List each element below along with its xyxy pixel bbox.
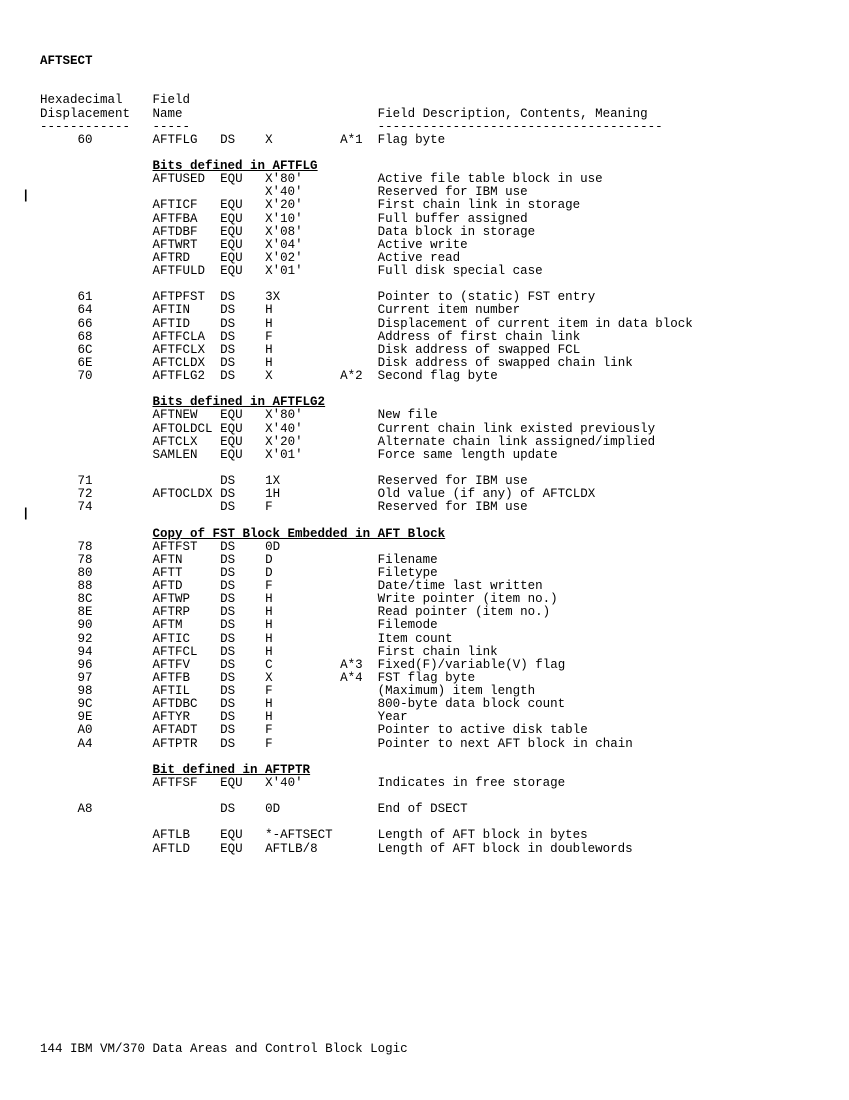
section-bits-aftflg2: Bits defined in AFTFLG2 [153, 395, 326, 409]
table-row: 96 AFTFV DS C A*3 Fixed(F)/variable(V) f… [40, 658, 565, 672]
page-body: AFTSECT Hexadecimal Field Displacement N… [40, 55, 693, 856]
table-row: 94 AFTFCL DS H First chain link [40, 645, 498, 659]
dsect-title: AFTSECT [40, 54, 93, 68]
col-hdr-1: Hexadecimal [40, 93, 123, 107]
table-row: 70 AFTFLG2 DS X A*2 Second flag byte [40, 369, 498, 383]
section-bits-aftflg: Bits defined in AFTFLG [153, 159, 318, 173]
table-row: AFTFULD EQU X'01' Full disk special case [40, 264, 543, 278]
table-row: 8C AFTWP DS H Write pointer (item no.) [40, 592, 558, 606]
table-row: 8E AFTRP DS H Read pointer (item no.) [40, 605, 550, 619]
table-row: 97 AFTFB DS X A*4 FST flag byte [40, 671, 475, 685]
table-row: 98 AFTIL DS F (Maximum) item length [40, 684, 535, 698]
table-row: 61 AFTPFST DS 3X Pointer to (static) FST… [40, 290, 595, 304]
table-row: 72 AFTOCLDX DS 1H Old value (if any) of … [40, 487, 595, 501]
underline-3: -------------------------------------- [378, 120, 663, 134]
footer-title: IBM VM/370 Data Areas and Control Block … [70, 1042, 408, 1056]
table-row: 80 AFTT DS D Filetype [40, 566, 438, 580]
underline-1: ------------ [40, 120, 130, 134]
table-row: AFTFSF EQU X'40' Indicates in free stora… [40, 776, 565, 790]
table-row: AFTFBA EQU X'10' Full buffer assigned [40, 212, 528, 226]
table-row: 88 AFTD DS F Date/time last written [40, 579, 543, 593]
section-bit-aftptr: Bit defined in AFTPTR [153, 763, 311, 777]
table-row: A4 AFTPTR DS F Pointer to next AFT block… [40, 737, 633, 751]
table-row: A8 DS 0D End of DSECT [40, 802, 468, 816]
section-fst-copy: Copy of FST Block Embedded in AFT Block [153, 527, 446, 541]
change-bar-icon: | [22, 190, 30, 203]
table-row: 78 AFTFST DS 0D [40, 540, 280, 554]
table-row: AFTWRT EQU X'04' Active write [40, 238, 468, 252]
table-row: X'40' Reserved for IBM use [40, 185, 528, 199]
col-hdr-1b: Displacement [40, 107, 130, 121]
table-row: 6E AFTCLDX DS H Disk address of swapped … [40, 356, 633, 370]
table-row: 74 DS F Reserved for IBM use [40, 500, 528, 514]
table-row: AFTLB EQU *-AFTSECT Length of AFT block … [40, 828, 588, 842]
table-row: SAMLEN EQU X'01' Force same length updat… [40, 448, 558, 462]
underline-2: ----- [153, 120, 191, 134]
change-bar-icon: | [22, 508, 30, 521]
table-row: 9E AFTYR DS H Year [40, 710, 408, 724]
table-row: 90 AFTM DS H Filemode [40, 618, 438, 632]
table-row: 9C AFTDBC DS H 800-byte data block count [40, 697, 565, 711]
table-row: 71 DS 1X Reserved for IBM use [40, 474, 528, 488]
table-row: 64 AFTIN DS H Current item number [40, 303, 520, 317]
table-row: AFTICF EQU X'20' First chain link in sto… [40, 198, 580, 212]
page-footer: 144 IBM VM/370 Data Areas and Control Bl… [40, 1043, 408, 1056]
table-row: A0 AFTADT DS F Pointer to active disk ta… [40, 723, 588, 737]
table-row: AFTRD EQU X'02' Active read [40, 251, 460, 265]
table-row: AFTUSED EQU X'80' Active file table bloc… [40, 172, 603, 186]
col-hdr-2: Field [153, 93, 191, 107]
table-row: AFTNEW EQU X'80' New file [40, 408, 438, 422]
table-row: AFTOLDCL EQU X'40' Current chain link ex… [40, 422, 655, 436]
table-row: AFTLD EQU AFTLB/8 Length of AFT block in… [40, 842, 633, 856]
table-row: 78 AFTN DS D Filename [40, 553, 438, 567]
table-row: 6C AFTFCLX DS H Disk address of swapped … [40, 343, 580, 357]
table-row: 60 AFTFLG DS X A*1 Flag byte [40, 133, 445, 147]
table-row: AFTCLX EQU X'20' Alternate chain link as… [40, 435, 655, 449]
table-row: AFTDBF EQU X'08' Data block in storage [40, 225, 535, 239]
col-hdr-2b: Name [153, 107, 183, 121]
page-number: 144 [40, 1042, 63, 1056]
table-row: 68 AFTFCLA DS F Address of first chain l… [40, 330, 580, 344]
table-row: 92 AFTIC DS H Item count [40, 632, 453, 646]
table-row: 66 AFTID DS H Displacement of current it… [40, 317, 693, 331]
col-hdr-3: Field Description, Contents, Meaning [378, 107, 648, 121]
